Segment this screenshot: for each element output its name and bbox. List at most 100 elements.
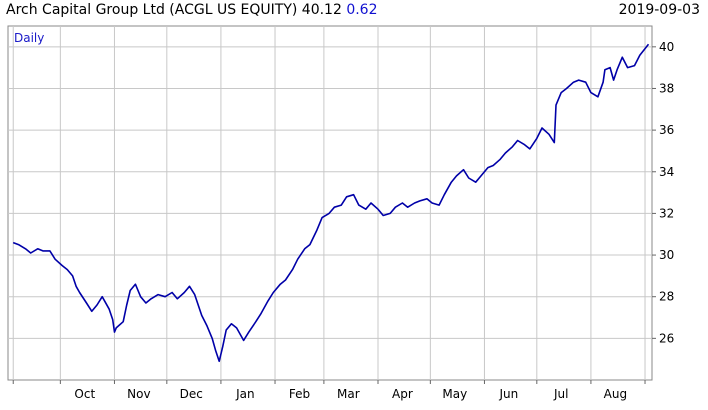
price-point [292, 269, 294, 271]
price-point [30, 252, 32, 254]
price-point [248, 331, 250, 333]
price-point [438, 204, 440, 206]
y-tick-label: 28 [659, 290, 674, 304]
price-point [273, 292, 275, 294]
price-point [171, 292, 173, 294]
price-point [382, 215, 384, 217]
price-point [201, 315, 203, 317]
price-point [463, 169, 465, 171]
x-tick-label: Dec [180, 387, 203, 401]
price-point [108, 308, 110, 310]
y-tick-label: 30 [659, 248, 674, 262]
price-point [541, 127, 543, 129]
x-tick-label: Oct [74, 387, 95, 401]
price-point [114, 331, 116, 333]
price-point [126, 304, 128, 306]
y-tick-label: 38 [659, 81, 674, 95]
price-point [285, 279, 287, 281]
price-point [426, 198, 428, 200]
price-point [280, 283, 282, 285]
price-point [609, 67, 611, 69]
price-point [480, 175, 482, 177]
price-point [145, 302, 147, 304]
price-point [197, 304, 199, 306]
price-point [236, 327, 238, 329]
price-point [140, 296, 142, 298]
price-point [157, 294, 159, 296]
price-point [225, 329, 227, 331]
price-point [505, 152, 507, 154]
price-point [115, 327, 117, 329]
price-point [377, 208, 379, 210]
price-point [634, 65, 636, 67]
price-point [135, 283, 137, 285]
price-point [639, 54, 641, 56]
y-tick-label: 34 [659, 165, 674, 179]
price-point [456, 175, 458, 177]
price-point [122, 321, 124, 323]
price-point [517, 140, 519, 142]
price-point [566, 88, 568, 90]
price-point [75, 286, 77, 288]
price-change: 0.62 [346, 2, 378, 18]
price-point [529, 148, 531, 150]
price-point [585, 81, 587, 83]
price-point [194, 294, 196, 296]
price-point [554, 142, 556, 144]
price-point [616, 69, 618, 71]
price-point [573, 81, 575, 83]
price-point [309, 244, 311, 246]
price-point [101, 296, 103, 298]
price-point [648, 44, 650, 46]
price-point [177, 298, 179, 300]
price-series-line [12, 43, 650, 363]
y-axis-labels: 26 28 30 32 34 36 38 40 [659, 40, 674, 346]
price-point [164, 296, 166, 298]
price-point [206, 325, 208, 327]
price-point [260, 313, 262, 315]
price-point [37, 248, 39, 250]
price-point [72, 275, 74, 277]
price-point [189, 286, 191, 288]
chart-date: 2019-09-03 [618, 2, 700, 18]
x-tick-label: Aug [604, 387, 627, 401]
x-tick-label: Jul [553, 387, 568, 401]
price-point [604, 69, 606, 71]
price-point [316, 229, 318, 231]
x-tick-label: Apr [392, 387, 413, 401]
period-label: Daily [14, 31, 44, 45]
price-point [86, 302, 88, 304]
price-point [475, 181, 477, 183]
price-point [218, 361, 220, 363]
price-point [334, 206, 336, 208]
price-point [18, 244, 20, 246]
y-tick-label: 26 [659, 331, 674, 345]
price-point [370, 202, 372, 204]
price-point [548, 134, 550, 136]
price-point [215, 350, 217, 352]
price-point [524, 144, 526, 146]
x-tick-label: Jun [499, 387, 519, 401]
x-tick-label: Mar [337, 387, 360, 401]
x-tick-label: Jan [235, 387, 255, 401]
price-point [231, 323, 233, 325]
price-point [91, 311, 93, 313]
price-point [150, 298, 152, 300]
price-point [492, 165, 494, 167]
y-tick-label: 36 [659, 123, 674, 137]
price-point [512, 146, 514, 148]
chart-title: Arch Capital Group Ltd (ACGL US EQUITY) … [6, 2, 378, 18]
price-point [499, 159, 501, 161]
price-point [341, 204, 343, 206]
price-point [414, 202, 416, 204]
price-point [328, 213, 330, 215]
y-tick-label: 32 [659, 206, 674, 220]
price-point [487, 167, 489, 169]
price-point [297, 258, 299, 260]
price-point [255, 321, 257, 323]
price-point [578, 79, 580, 81]
price-point [389, 213, 391, 215]
y-tick-label: 40 [659, 40, 674, 54]
